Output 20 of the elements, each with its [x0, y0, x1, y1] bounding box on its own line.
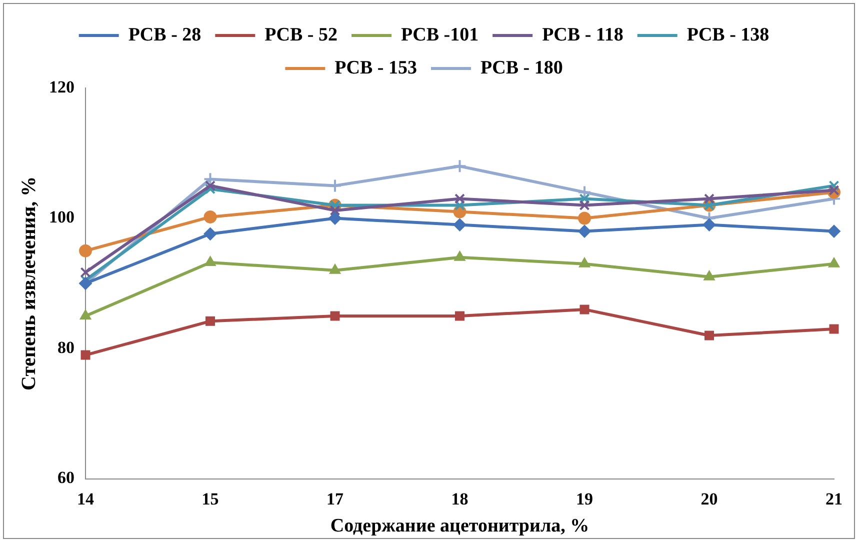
legend-label: PCB - 153: [334, 57, 417, 78]
x-tick-label: 17: [326, 489, 344, 508]
legend-label: PCB -101: [400, 24, 479, 46]
y-tick-label: 100: [49, 208, 74, 227]
x-tick-label: 19: [576, 489, 593, 508]
x-tick-label: 18: [451, 489, 468, 508]
x-tick-label: 14: [77, 489, 94, 508]
legend-label: PCB - 52: [264, 24, 338, 46]
legend-label: PCB - 138: [686, 24, 770, 46]
legend-label: PCB - 180: [480, 57, 563, 78]
y-axis-title: Степень извлечения, %: [18, 176, 40, 390]
y-tick-label: 60: [58, 468, 74, 488]
legend-label: PCB - 118: [542, 24, 624, 46]
legend-label: PCB - 28: [128, 24, 202, 46]
x-tick-label: 20: [700, 489, 718, 508]
y-tick-label: 120: [49, 77, 74, 96]
y-tick-label: 80: [58, 338, 74, 357]
x-axis-title: Содержание ацетонитрила, %: [330, 516, 590, 537]
x-tick-label: 15: [202, 489, 219, 508]
x-tick-label: 21: [826, 489, 842, 508]
